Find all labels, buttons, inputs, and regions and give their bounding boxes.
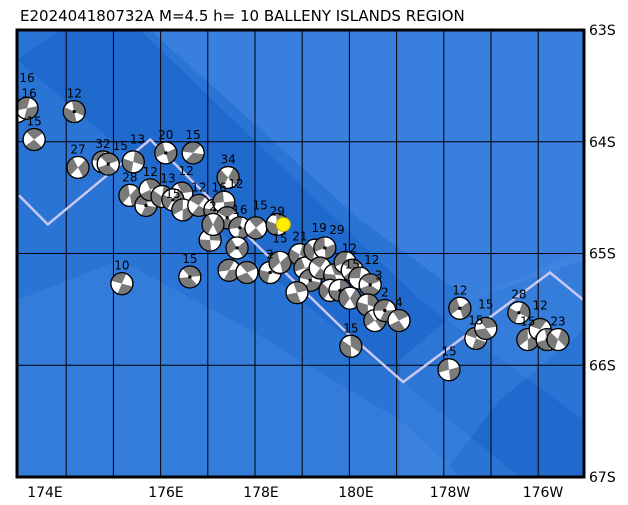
event-depth-label: 2: [266, 247, 274, 261]
event-depth-label: 12: [67, 87, 82, 101]
event-layer: [16, 96, 570, 382]
longitude-label: 178W: [430, 485, 471, 501]
focal-mechanism-beachball[interactable]: [22, 127, 46, 152]
event-depth-label: 12: [364, 253, 379, 267]
longitude-label: 176W: [523, 485, 564, 501]
event-depth-label: 15: [520, 315, 535, 329]
event-depth-label: 15: [441, 345, 456, 359]
latitude-label: 67S: [589, 470, 616, 486]
focal-mechanism-beachball[interactable]: [244, 216, 268, 240]
focal-mechanism-beachball[interactable]: [62, 99, 86, 124]
event-depth-label: 16: [21, 87, 36, 101]
focal-mechanism-beachball[interactable]: [96, 152, 120, 176]
event-depth-label: 15: [26, 115, 41, 129]
longitude-labels: 174E 176E 178E 180E 178W 176W: [27, 485, 563, 501]
event-depth-label: 12: [143, 165, 158, 179]
event-depth-label: 15: [343, 321, 358, 335]
event-depth-label: 3: [375, 268, 383, 282]
focal-mechanism-beachball[interactable]: [387, 308, 411, 333]
map-frame: [15, 28, 586, 479]
focal-mechanism-beachball[interactable]: [546, 327, 570, 352]
bathymetry-rise: [150, 30, 584, 300]
focal-mechanism-beachball[interactable]: [339, 334, 363, 358]
focal-mechanism-beachball[interactable]: [201, 212, 225, 237]
event-depth-label: 15: [113, 139, 128, 153]
focal-mechanism-beachball[interactable]: [216, 165, 240, 190]
focal-mechanism-beachball[interactable]: [154, 141, 178, 165]
focal-mechanism-beachball[interactable]: [225, 236, 249, 260]
event-depth-label: 15: [478, 297, 493, 311]
event-depth-label: 15: [345, 257, 360, 271]
focal-mechanism-beachball[interactable]: [448, 296, 472, 320]
focal-mechanism-beachball[interactable]: [66, 155, 90, 180]
focal-mechanism-beachball[interactable]: [217, 258, 241, 282]
focal-mechanism-beachball[interactable]: [285, 281, 309, 305]
event-depth-label: 2: [381, 285, 389, 299]
event-depth-label: 15: [186, 128, 201, 142]
event-depth-label: 4: [395, 296, 403, 310]
event-depth-label: 12: [532, 298, 547, 312]
event-depth-label: 13: [160, 172, 175, 186]
event-depth-label: 12: [191, 180, 206, 194]
event-depth-label: 15: [468, 313, 483, 327]
event-depth-label: 19: [312, 221, 327, 235]
event-depth-label: 2: [209, 199, 217, 213]
map-title: E202404180732A M=4.5 h= 10 BALLENY ISLAN…: [20, 7, 465, 25]
event-depth-label: 28: [122, 170, 137, 184]
event-depth-label: 12: [452, 283, 467, 297]
latitude-label: 64S: [589, 135, 616, 151]
latitude-label: 63S: [589, 23, 616, 39]
event-depth-label: 27: [70, 142, 85, 156]
focal-mechanism-beachball[interactable]: [16, 96, 39, 120]
focal-mechanism-beachball[interactable]: [110, 272, 134, 296]
event-depth-label: 15: [182, 252, 197, 266]
event-depth-label: 15: [272, 231, 287, 245]
focal-mechanism-beachball[interactable]: [474, 316, 498, 340]
event-depth-label: 20: [158, 128, 173, 142]
latitude-labels: 63S 64S 65S 66S 67S: [589, 23, 616, 486]
event-depth-label: 16: [211, 181, 226, 195]
longitude-label: 176E: [148, 485, 184, 501]
event-depth-label: 16: [19, 71, 34, 85]
event-depth-label: 15: [165, 187, 180, 201]
event-depth-label: 12: [178, 164, 193, 178]
focal-mechanism-beachball[interactable]: [178, 265, 202, 289]
event-depth-label: 32: [95, 137, 110, 151]
target-event-marker[interactable]: [275, 216, 291, 232]
event-depth-label: 15: [253, 199, 268, 213]
focal-mechanism-beachball[interactable]: [268, 250, 292, 275]
focal-mechanism-beachball[interactable]: [121, 150, 145, 174]
event-depth-label: 16: [232, 203, 247, 217]
event-depth-label: 12: [228, 177, 243, 191]
event-depth-label: 13: [130, 133, 145, 147]
latitude-label: 65S: [589, 247, 616, 263]
event-depth-label: 28: [511, 288, 526, 302]
event-depth-label: 12: [342, 242, 357, 256]
focal-mechanism-beachball[interactable]: [507, 301, 531, 325]
event-depth-label: 29: [329, 223, 344, 237]
event-depth-label: 10: [114, 259, 129, 273]
longitude-label: 174E: [27, 485, 63, 501]
event-depth-label: 23: [550, 315, 565, 329]
focal-mechanism-beachball[interactable]: [437, 358, 461, 382]
focal-mechanism-beachball[interactable]: [181, 141, 205, 165]
focal-mechanism-beachball[interactable]: [358, 273, 382, 297]
latitude-label: 66S: [589, 358, 616, 374]
map-area: [16, 30, 584, 477]
focal-mechanism-beachball[interactable]: [171, 198, 195, 222]
event-depth-label: 34: [220, 153, 235, 167]
longitude-label: 180E: [338, 485, 374, 501]
focal-mechanism-beachball[interactable]: [235, 260, 259, 285]
event-depth-label: 21: [292, 230, 307, 244]
longitude-label: 178E: [243, 485, 279, 501]
target-event-label: 29: [270, 204, 285, 218]
focal-mechanism-beachball[interactable]: [313, 236, 337, 260]
